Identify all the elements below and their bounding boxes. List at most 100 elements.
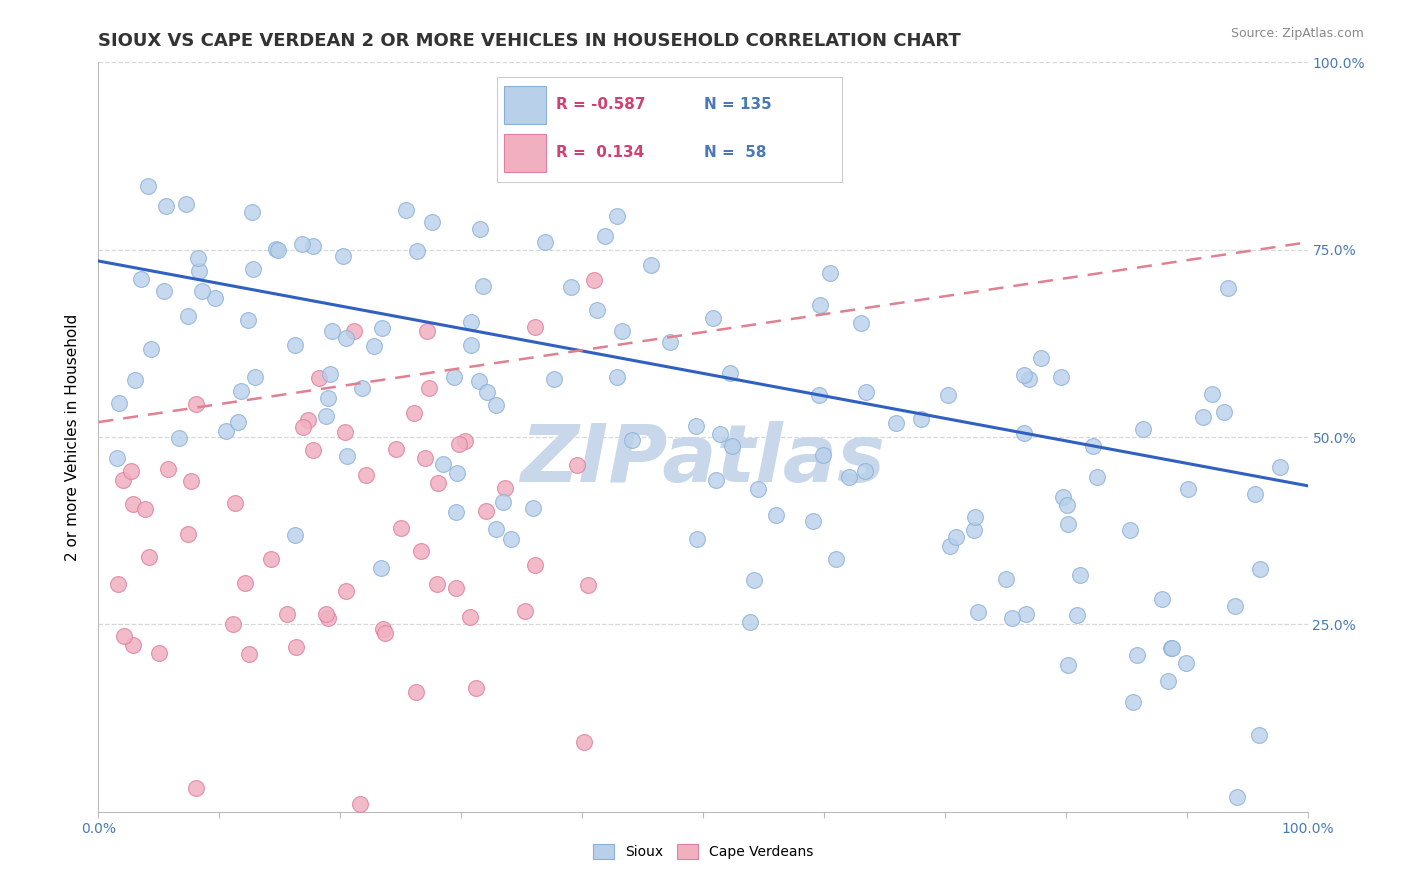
- Point: [169, 431, 191, 445]
- Legend: Sioux, Cape Verdeans: Sioux, Cape Verdeans: [588, 838, 818, 864]
- Point: [1132, 422, 1154, 436]
- Point: [432, 457, 454, 471]
- Point: [606, 209, 628, 223]
- Point: [187, 264, 209, 278]
- Point: [349, 797, 371, 812]
- Point: [593, 229, 616, 244]
- Point: [443, 370, 465, 384]
- Y-axis label: 2 or more Vehicles in Household: 2 or more Vehicles in Household: [65, 313, 80, 561]
- Point: [838, 470, 860, 484]
- Point: [157, 462, 180, 476]
- Point: [138, 549, 160, 564]
- Point: [240, 205, 263, 219]
- Point: [405, 685, 427, 699]
- Point: [576, 578, 599, 592]
- Point: [418, 381, 440, 395]
- Point: [285, 640, 308, 654]
- Point: [222, 616, 245, 631]
- Point: [343, 324, 366, 338]
- Point: [1223, 599, 1246, 613]
- Point: [426, 475, 449, 490]
- Point: [290, 236, 312, 251]
- Point: [356, 467, 378, 482]
- Point: [524, 78, 547, 92]
- Point: [709, 426, 731, 441]
- Point: [824, 551, 846, 566]
- Point: [1119, 523, 1142, 537]
- Point: [1057, 658, 1080, 673]
- Point: [716, 145, 738, 160]
- Point: [849, 316, 872, 330]
- Point: [316, 611, 339, 625]
- Point: [420, 215, 443, 229]
- Point: [572, 735, 595, 749]
- Point: [1160, 641, 1182, 656]
- Point: [585, 302, 607, 317]
- Point: [105, 450, 128, 465]
- Point: [494, 481, 516, 495]
- Point: [335, 583, 357, 598]
- Point: [264, 242, 287, 256]
- Point: [415, 324, 437, 338]
- Point: [513, 604, 536, 618]
- Point: [229, 384, 252, 398]
- Point: [318, 367, 340, 381]
- Point: [444, 505, 467, 519]
- Point: [1243, 487, 1265, 501]
- Text: SIOUX VS CAPE VERDEAN 2 OR MORE VEHICLES IN HOUSEHOLD CORRELATION CHART: SIOUX VS CAPE VERDEAN 2 OR MORE VEHICLES…: [98, 32, 962, 50]
- Point: [107, 576, 129, 591]
- Point: [321, 324, 343, 338]
- Point: [1226, 789, 1249, 804]
- Point: [808, 388, 831, 402]
- Point: [1014, 368, 1036, 383]
- Point: [363, 339, 385, 353]
- Point: [187, 251, 209, 265]
- Point: [236, 313, 259, 327]
- Point: [1177, 482, 1199, 496]
- Point: [855, 384, 877, 399]
- Point: [1057, 516, 1080, 531]
- Point: [122, 497, 145, 511]
- Point: [718, 366, 741, 380]
- Point: [107, 396, 129, 410]
- Point: [1018, 372, 1040, 386]
- Point: [884, 417, 907, 431]
- Point: [967, 605, 990, 619]
- Point: [316, 392, 339, 406]
- Point: [659, 334, 682, 349]
- Point: [301, 239, 323, 253]
- Point: [468, 374, 491, 388]
- Point: [336, 449, 359, 463]
- Point: [186, 397, 208, 411]
- Point: [155, 199, 177, 213]
- Point: [465, 681, 488, 695]
- Point: [122, 638, 145, 652]
- Point: [215, 424, 238, 438]
- Point: [1050, 370, 1073, 384]
- Point: [560, 280, 582, 294]
- Point: [1192, 409, 1215, 424]
- Point: [747, 482, 769, 496]
- Point: [1069, 568, 1091, 582]
- Point: [1081, 439, 1104, 453]
- Point: [811, 448, 834, 462]
- Point: [938, 539, 960, 553]
- Point: [370, 561, 392, 575]
- Point: [153, 285, 176, 299]
- Point: [332, 249, 354, 263]
- Point: [371, 622, 394, 636]
- Point: [702, 311, 724, 326]
- Point: [259, 552, 281, 566]
- Point: [112, 629, 135, 643]
- Point: [965, 510, 987, 524]
- Point: [994, 572, 1017, 586]
- Point: [1201, 386, 1223, 401]
- Point: [1268, 459, 1291, 474]
- Point: [1066, 608, 1088, 623]
- Point: [612, 324, 634, 338]
- Point: [315, 607, 337, 621]
- Point: [446, 466, 468, 480]
- Point: [1014, 607, 1036, 622]
- Point: [1174, 656, 1197, 670]
- Point: [352, 381, 374, 395]
